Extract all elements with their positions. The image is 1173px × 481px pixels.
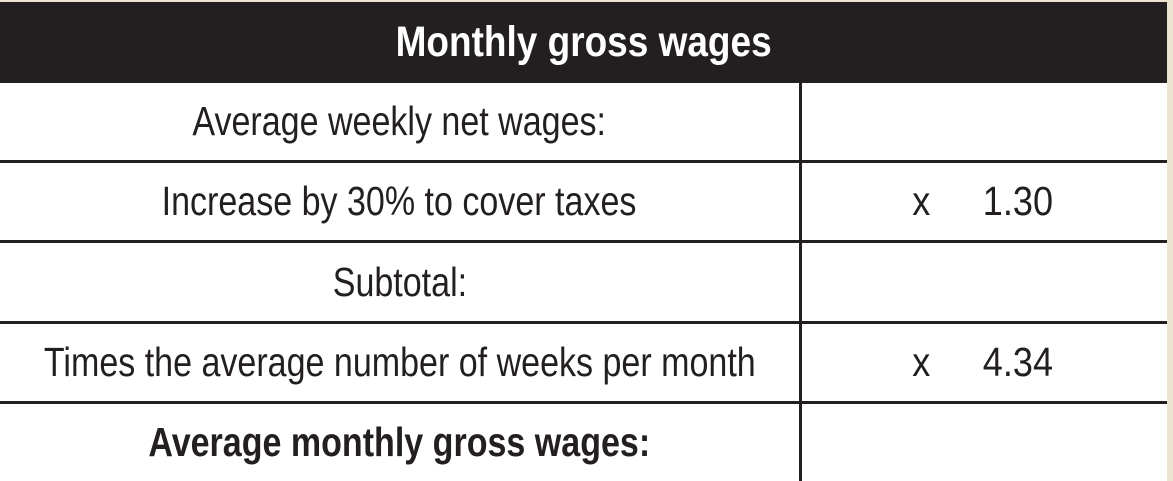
row-label: Times the average number of weeks per mo…: [43, 338, 756, 385]
row-value-cell: x 1.30: [802, 163, 1167, 240]
row-label: Average monthly gross wages:: [148, 418, 651, 465]
row-label: Subtotal:: [332, 258, 467, 305]
table-row: Increase by 30% to cover taxes x 1.30: [0, 160, 1167, 241]
row-label-cell: Average monthly gross wages:: [0, 403, 802, 481]
row-label-cell: Increase by 30% to cover taxes: [0, 163, 802, 241]
row-value: 4.34: [982, 338, 1053, 385]
table-row: Average weekly net wages:: [0, 83, 1167, 161]
row-label-cell: Subtotal:: [0, 243, 802, 321]
row-value-cell: [802, 83, 1167, 160]
row-value-cell: x 4.34: [802, 324, 1167, 401]
table-header: Monthly gross wages: [0, 2, 1167, 83]
table-row: Average monthly gross wages:: [0, 400, 1167, 481]
row-label-cell: Times the average number of weeks per mo…: [0, 323, 802, 401]
table-body: Average weekly net wages: Increase by 30…: [0, 83, 1167, 481]
row-label: Increase by 30% to cover taxes: [162, 178, 637, 225]
row-label-cell: Average weekly net wages:: [0, 83, 802, 161]
table-title: Monthly gross wages: [395, 18, 772, 66]
table-row: Times the average number of weeks per mo…: [0, 320, 1167, 401]
row-label: Average weekly net wages:: [192, 98, 607, 145]
multiply-operator: x: [912, 338, 931, 385]
row-value: 1.30: [982, 178, 1053, 225]
row-value-cell: [802, 404, 1167, 481]
row-value-cell: [802, 243, 1167, 320]
table-row: Subtotal:: [0, 240, 1167, 321]
multiply-operator: x: [912, 178, 931, 225]
